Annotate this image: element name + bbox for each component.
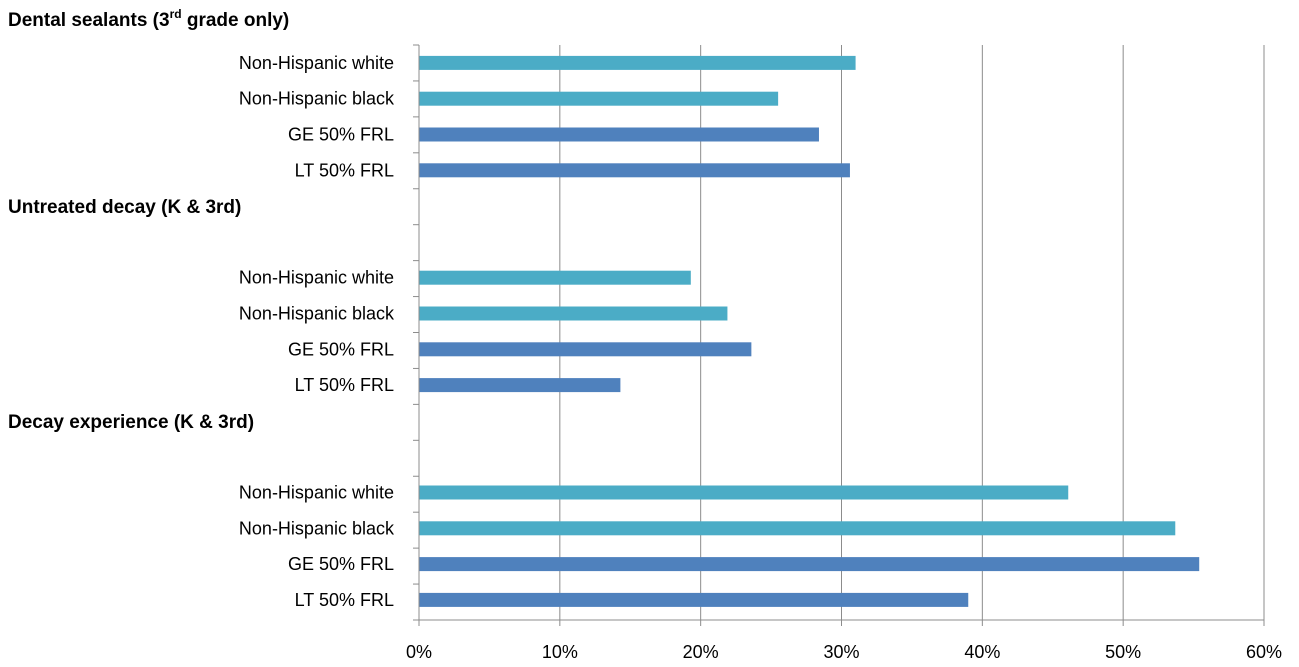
bar bbox=[419, 342, 752, 357]
value-tick-label: 60% bbox=[1246, 642, 1282, 662]
bar bbox=[419, 163, 850, 178]
value-tick-label: 10% bbox=[542, 642, 578, 662]
category-label: Non-Hispanic black bbox=[239, 518, 395, 538]
group-label: Dental sealants (3rd grade only) bbox=[8, 7, 289, 31]
group-label-text: Untreated decay (K & 3rd) bbox=[8, 197, 241, 218]
value-tick-label: 0% bbox=[406, 642, 432, 662]
group-label-superscript: rd bbox=[170, 7, 182, 21]
group-label-text: Decay experience (K & 3rd) bbox=[8, 412, 254, 433]
category-label: LT 50% FRL bbox=[295, 375, 394, 395]
value-tick-label: 30% bbox=[823, 642, 859, 662]
category-label: Non-Hispanic white bbox=[239, 268, 394, 288]
category-label: Non-Hispanic white bbox=[239, 483, 394, 503]
bar bbox=[419, 55, 856, 70]
category-label: Non-Hispanic black bbox=[239, 304, 395, 324]
bar bbox=[419, 592, 969, 607]
bar bbox=[419, 521, 1176, 536]
group-label: Untreated decay (K & 3rd) bbox=[8, 197, 241, 218]
category-label: GE 50% FRL bbox=[288, 125, 394, 145]
group-label-text: Dental sealants (3 bbox=[8, 10, 170, 31]
category-label: Non-Hispanic white bbox=[239, 53, 394, 73]
category-label: LT 50% FRL bbox=[295, 160, 394, 180]
bar bbox=[419, 127, 819, 142]
bar bbox=[419, 557, 1200, 572]
group-label-text-after: grade only) bbox=[182, 10, 290, 31]
bar bbox=[419, 485, 1069, 500]
value-tick-label: 50% bbox=[1105, 642, 1141, 662]
category-label: Non-Hispanic black bbox=[239, 89, 395, 109]
bar bbox=[419, 306, 728, 321]
category-label: GE 50% FRL bbox=[288, 554, 394, 574]
bar bbox=[419, 270, 691, 285]
bar bbox=[419, 91, 779, 106]
category-label: GE 50% FRL bbox=[288, 339, 394, 359]
group-label: Decay experience (K & 3rd) bbox=[8, 412, 254, 433]
category-label: LT 50% FRL bbox=[295, 590, 394, 610]
value-tick-label: 40% bbox=[964, 642, 1000, 662]
value-tick-label: 20% bbox=[683, 642, 719, 662]
bar bbox=[419, 378, 621, 393]
